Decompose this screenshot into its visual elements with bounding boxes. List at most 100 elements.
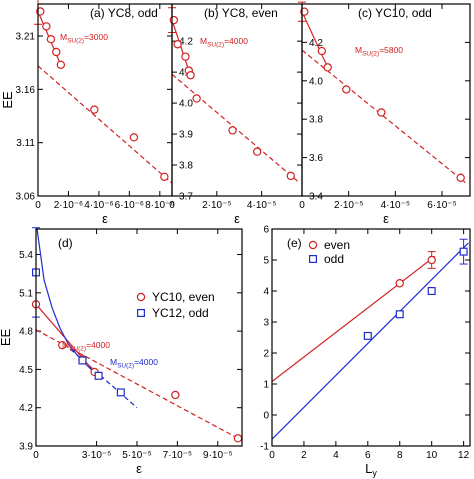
y-tick-label: 5.1 bbox=[19, 288, 33, 299]
x-tick-label: 10 bbox=[426, 450, 438, 461]
x-tick-label: 6·10⁻⁵ bbox=[427, 200, 456, 211]
data-point-square bbox=[363, 331, 372, 340]
legend-label: odd bbox=[324, 252, 344, 266]
legend-marker-square bbox=[309, 255, 318, 264]
fit-dashed-red-line bbox=[36, 329, 239, 439]
y-tick-label: 3.6 bbox=[309, 153, 323, 164]
y-tick-label: 4.0 bbox=[309, 76, 323, 87]
fit-lines bbox=[272, 242, 469, 440]
y-tick-label: 4.2 bbox=[19, 403, 33, 414]
annotation-msu-red-sub: SU(2) bbox=[69, 346, 86, 353]
annotation-msu-red: MSU(2)=4000 bbox=[62, 340, 110, 353]
x-tick-label: 12 bbox=[458, 450, 470, 461]
legend-label: even bbox=[324, 238, 350, 252]
x-axis-label-sub: y bbox=[372, 468, 377, 478]
panel-title: (d) bbox=[58, 236, 73, 250]
x-tick-label: 0 bbox=[35, 200, 41, 211]
data-point-circle bbox=[427, 255, 436, 265]
fit-solid-red-line bbox=[272, 255, 436, 382]
y-tick-label: 4.5 bbox=[19, 365, 33, 376]
y-tick-label: 3.8 bbox=[309, 115, 323, 126]
annotation-msu-m: M bbox=[200, 36, 207, 46]
annotation-msu-sub: SU(2) bbox=[207, 42, 224, 49]
annotation-msu: MSU(2)=5800 bbox=[355, 45, 403, 58]
fit-curve-blue-line bbox=[36, 229, 101, 377]
y-tick-label: -1 bbox=[260, 442, 269, 453]
x-tick-label: 8 bbox=[397, 450, 403, 461]
fit-solid-red-line bbox=[302, 11, 329, 68]
annotation-msu-val: =4000 bbox=[224, 36, 248, 46]
data-point-circle bbox=[317, 46, 327, 56]
fit-lines bbox=[302, 11, 466, 184]
legend-label: YC10, even bbox=[152, 290, 215, 304]
annotation-msu-val: =3000 bbox=[84, 32, 108, 42]
data-point-circle bbox=[171, 390, 180, 400]
y-tick-label: 4 bbox=[263, 287, 269, 298]
x-tick-label: 3·10⁻⁵ bbox=[82, 450, 111, 461]
data-point-circle bbox=[323, 63, 332, 72]
x-axis-label: ε bbox=[136, 461, 142, 476]
data-point-square bbox=[427, 287, 436, 296]
panel-title: (c) YC10, odd bbox=[358, 6, 432, 20]
annotation-msu-m: M bbox=[355, 45, 362, 55]
x-tick-label: 6·10⁻⁶ bbox=[115, 200, 144, 211]
y-tick-label: 3.06 bbox=[16, 192, 36, 203]
x-tick-label: 2 bbox=[301, 450, 307, 461]
x-tick-label: 4·10⁻⁶ bbox=[84, 200, 113, 211]
x-axis-label: Ly bbox=[365, 461, 377, 478]
data-point-circle bbox=[46, 35, 56, 44]
data-point-circle bbox=[173, 40, 182, 49]
x-tick-label: 9·10⁻⁵ bbox=[203, 450, 232, 461]
legend-label: YC12, odd bbox=[152, 306, 209, 320]
y-tick-label: 3 bbox=[263, 318, 269, 329]
annotation-msu-blue-val: =4000 bbox=[134, 357, 158, 367]
plot-frame bbox=[271, 228, 471, 447]
data-point-circle bbox=[286, 171, 295, 181]
x-axis-label-main: L bbox=[365, 461, 372, 476]
fit-solid-red-line bbox=[172, 19, 191, 76]
data-point-circle bbox=[160, 172, 169, 181]
fit-dashed-red-line bbox=[302, 49, 466, 184]
data-point-circle bbox=[252, 147, 262, 156]
x-tick-label: 4·10⁻⁵ bbox=[247, 200, 276, 211]
y-tick-label: 0 bbox=[263, 411, 269, 422]
data-point-square bbox=[116, 388, 125, 397]
annotation-msu-val: =5800 bbox=[379, 45, 403, 55]
x-tick-label: 0 bbox=[169, 200, 175, 211]
y-tick-label: 1 bbox=[263, 380, 269, 391]
data-point-circle bbox=[58, 340, 67, 350]
y-tick-label: 5 bbox=[263, 256, 269, 267]
y-tick-label: 3.9 bbox=[179, 130, 193, 141]
data-point-circle bbox=[192, 94, 201, 103]
fit-dashed-blue-line bbox=[69, 348, 138, 409]
data-point-circle bbox=[181, 52, 190, 61]
annotation-msu-blue: MSU(2)=4000 bbox=[110, 357, 158, 370]
panel-c: 0 2·10⁻⁵ 4·10⁻⁵ 6·10⁻⁵3.43.63.84.04.2ε(c) Y… bbox=[298, 1, 471, 226]
panel-title: (e) bbox=[287, 236, 302, 250]
plot-frame bbox=[35, 228, 243, 447]
fit-solid-blue-line bbox=[272, 242, 469, 440]
x-axis-label: ε bbox=[383, 211, 389, 226]
x-tick-label: 5·10⁻⁵ bbox=[122, 450, 151, 461]
x-axis-label: ε bbox=[102, 211, 108, 226]
fit-dashed-red-line bbox=[38, 65, 172, 184]
data-point-circle bbox=[233, 434, 243, 443]
data-point-circle bbox=[342, 85, 351, 94]
data-point-circle bbox=[395, 279, 404, 288]
y-tick-label: 3.4 bbox=[309, 192, 323, 203]
x-tick-label: 2·10⁻⁶ bbox=[54, 200, 83, 211]
panel-title: (a) YC8, odd bbox=[90, 6, 158, 20]
panel-b: 02·10⁻⁵4·10⁻⁵3.73.83.94.04.14.2ε(b) YC8,… bbox=[168, 3, 303, 226]
data-point-circle bbox=[377, 108, 386, 117]
y-tick-label: 4.8 bbox=[19, 327, 33, 338]
data-point-circle bbox=[456, 173, 465, 182]
data-point-circle bbox=[186, 71, 195, 80]
x-tick-label: 2·10⁻⁵ bbox=[334, 200, 363, 211]
data-point-circle bbox=[169, 15, 178, 25]
y-tick-label: 3.16 bbox=[16, 85, 36, 96]
panel-a: 0 2·10⁻⁶ 4·10⁻⁶ 6·10⁻⁶ 8·10⁻⁶ 3.06 3.11 3.16 3.2… bbox=[0, 0, 175, 226]
legend-marker-circle bbox=[136, 292, 146, 302]
x-tick-label: 0 bbox=[33, 450, 39, 461]
